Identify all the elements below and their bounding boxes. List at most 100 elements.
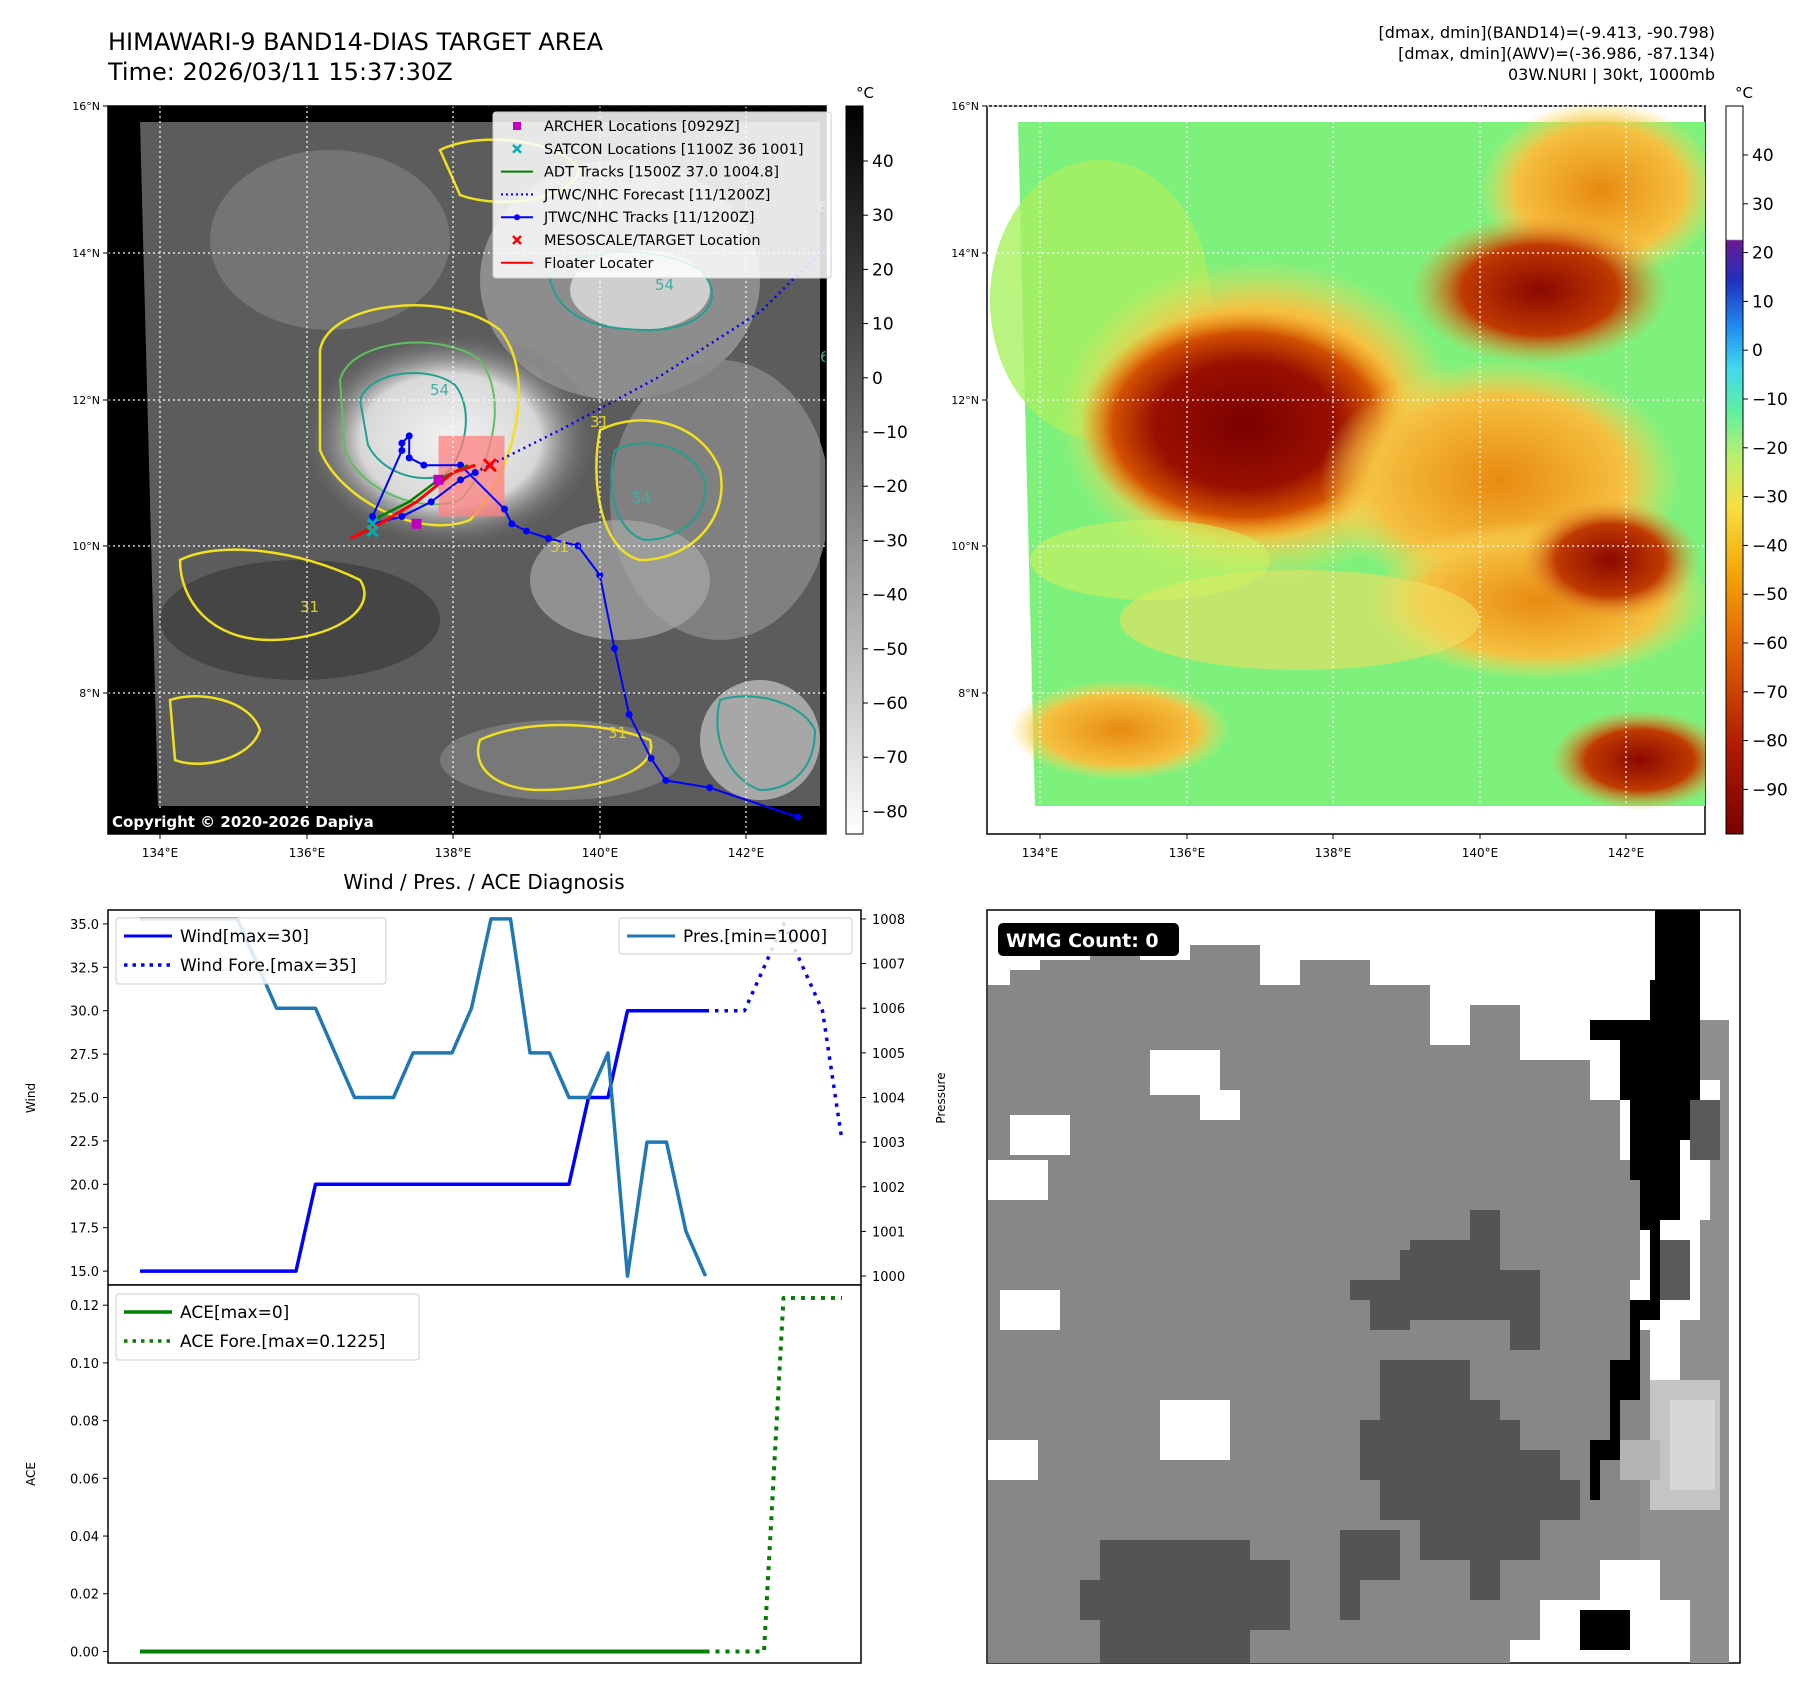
pressure-tick-label: 1001 (872, 1225, 905, 1240)
jtwc-track-line (371, 433, 799, 818)
pressure-tick-label: 1008 (872, 913, 905, 928)
pressure-axis-label: Pressure (934, 1072, 948, 1123)
info-line-storm: 03W.NURI | 30kt, 1000mb (1508, 65, 1715, 84)
jtwc-track-point (794, 813, 802, 821)
colorbar-tick-label: 40 (1752, 146, 1774, 166)
ir-map-panel: 543131543164625431 Copyright © 2020-2026… (72, 100, 832, 860)
pressure-tick-label: 1005 (872, 1047, 905, 1062)
ace-tick-label: 0.10 (70, 1357, 99, 1372)
ir-lat-ticks: 16°N 14°N 12°N 10°N 8°N (72, 100, 108, 700)
archer-marker (411, 518, 422, 529)
colorbar-tick-label: 10 (1752, 292, 1774, 312)
contour-label: 31 (300, 598, 319, 616)
colorbar-tick-label: −40 (872, 586, 908, 606)
awv-colorbar-unit: °C (1735, 84, 1753, 102)
lat-tick-label: 8°N (958, 687, 979, 700)
wind-legend: Wind[max=30] Wind Fore.[max=35] (115, 917, 387, 985)
awv-colorbar: °C 40 30 20 10 0 −10 −20 −30 −40 −50 −60 −70 −80 −90 (1725, 84, 1788, 835)
ir-colorbar-unit: °C (856, 84, 874, 102)
jtwc-track-point (596, 571, 604, 579)
legend-wind-fore-label: Wind Fore.[max=35] (180, 956, 356, 976)
legend-track-dot (514, 214, 520, 221)
archer-marker (433, 474, 444, 485)
copyright-text: Copyright © 2020-2026 Dapiya (112, 813, 374, 831)
figure-time: Time: 2026/03/11 15:37:30Z (107, 58, 453, 86)
wind-axis-label: Wind (24, 1083, 38, 1113)
jtwc-track-point (574, 542, 582, 550)
contour-label: 31 (550, 538, 569, 556)
lat-tick-label: 14°N (72, 247, 100, 260)
wind-tick-label: 25.0 (70, 1092, 99, 1107)
ace-y-ticks: 0.12 0.10 0.08 0.06 0.04 0.02 0.00 (70, 1299, 108, 1660)
legend-item-label: MESOSCALE/TARGET Location (544, 233, 761, 249)
legend-item-label: ADT Tracks [1500Z 37.0 1004.8] (544, 165, 779, 181)
jtwc-track-point (471, 469, 479, 476)
legend-item-label: JTWC/NHC Forecast [11/1200Z] (543, 187, 770, 203)
contour-label: 54 (430, 381, 449, 399)
colorbar-tick-label: 30 (872, 206, 894, 226)
jtwc-track-point (398, 447, 406, 455)
wind-tick-label: 32.5 (70, 961, 99, 976)
ace-legend: ACE[max=0] ACE Fore.[max=0.1225] (115, 1293, 420, 1361)
legend-archer-swatch (513, 122, 521, 130)
colorbar-tick-label: −30 (1752, 488, 1788, 508)
wind-tick-label: 22.5 (70, 1135, 99, 1150)
jtwc-track-point (457, 476, 465, 484)
target-marker (482, 458, 497, 473)
ir-lon-ticks: 134°E 136°E 138°E 140°E 142°E (142, 834, 765, 860)
wind-forecast-line (705, 922, 844, 1142)
lon-tick-label: 134°E (142, 846, 179, 860)
wind-pressure-chart: Wind / Pres. / ACE Diagnosis Wind Pressu… (24, 870, 948, 1286)
ace-axis-label: ACE (24, 1462, 38, 1486)
jtwc-track-point (405, 432, 413, 440)
jtwc-track-point (369, 512, 377, 520)
jtwc-track-point (625, 710, 633, 718)
legend-ace-label: ACE[max=0] (180, 1303, 289, 1323)
jtwc-track-point (427, 498, 435, 506)
info-line-awv: [dmax, dmin](AWV)=(-36.986, -87.134) (1398, 44, 1715, 63)
pressure-tick-label: 1006 (872, 1002, 905, 1017)
legend-ace-fore-label: ACE Fore.[max=0.1225] (180, 1332, 385, 1352)
colorbar-tick-label: −20 (872, 477, 908, 497)
pressure-tick-label: 1003 (872, 1136, 905, 1151)
colorbar-tick-label: −10 (1752, 390, 1788, 410)
lat-tick-label: 12°N (951, 394, 979, 407)
contour-label: 54 (632, 489, 651, 507)
colorbar-tick-label: −40 (1752, 536, 1788, 556)
colorbar-tick-label: −60 (872, 694, 908, 714)
ace-tick-label: 0.06 (70, 1472, 99, 1487)
contour-label: 54 (655, 276, 674, 294)
legend-item-label: SATCON Locations [1100Z 36 1001] (544, 142, 803, 158)
copyright-box (108, 808, 418, 834)
wind-tick-label: 20.0 (70, 1178, 99, 1193)
legend-item-label: Floater Locater (544, 256, 653, 272)
wind-tick-label: 27.5 (70, 1048, 99, 1063)
pressure-y-ticks: 1008 1007 1006 1005 1004 1003 1002 1001 1000 (861, 913, 905, 1285)
wmg-count-label: WMG Count: 0 (1006, 930, 1159, 952)
colorbar-tick-label: 0 (1752, 341, 1763, 361)
lon-tick-label: 142°E (728, 846, 765, 860)
lon-tick-label: 138°E (435, 846, 472, 860)
info-line-band14: [dmax, dmin](BAND14)=(-9.413, -90.798) (1379, 23, 1715, 42)
colorbar-tick-label: −20 (1752, 439, 1788, 459)
ace-tick-label: 0.12 (70, 1299, 99, 1314)
jtwc-track-point (647, 754, 655, 762)
colorbar-tick-label: −50 (1752, 585, 1788, 605)
ace-chart: ACE 0.12 0.10 0.08 0.06 0.04 0.02 0.00 ACE[max… (24, 1284, 862, 1664)
jtwc-track-point (501, 505, 509, 513)
wind-tick-label: 15.0 (70, 1265, 99, 1280)
wind-y-ticks: 35.0 32.5 30.0 27.5 25.0 22.5 20.0 17.5 15.0 (70, 918, 108, 1280)
ace-tick-label: 0.08 (70, 1415, 99, 1430)
lon-tick-label: 140°E (1462, 846, 1499, 860)
jtwc-forecast-line (474, 244, 826, 474)
lat-tick-label: 14°N (951, 247, 979, 260)
awv-map-panel: 134°E 136°E 138°E 140°E 142°E 16°N 14°N 12°N 10… (951, 100, 1706, 860)
pressure-tick-label: 1002 (872, 1181, 905, 1196)
colorbar-tick-label: −70 (872, 748, 908, 768)
lon-tick-label: 142°E (1608, 846, 1645, 860)
lat-tick-label: 16°N (72, 100, 100, 113)
colorbar-tick-label: −90 (1752, 780, 1788, 800)
colorbar-tick-label: −50 (872, 640, 908, 660)
wmg-pixels (988, 910, 1729, 1663)
